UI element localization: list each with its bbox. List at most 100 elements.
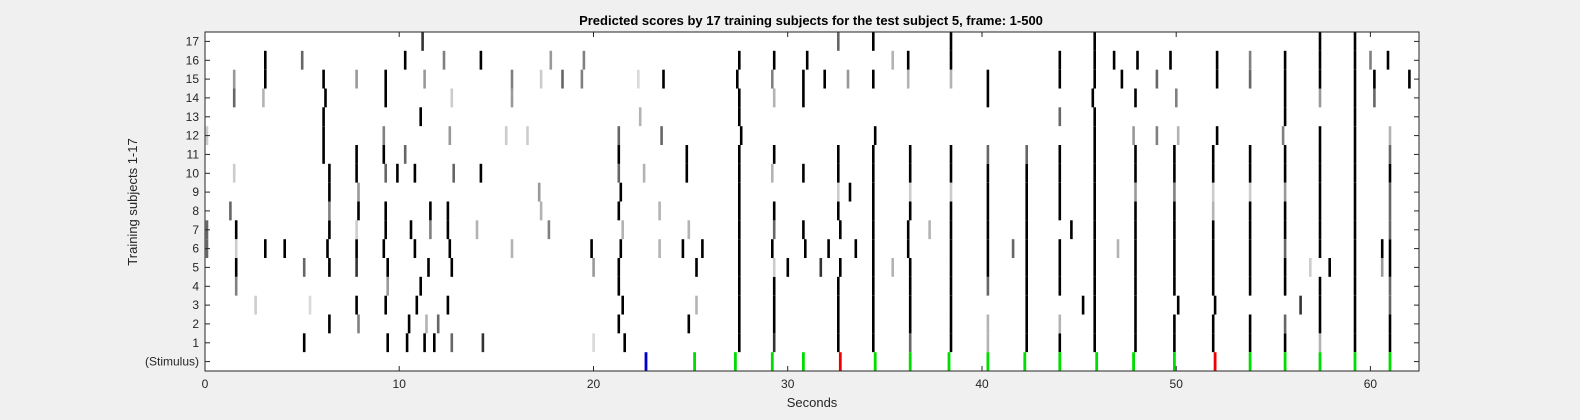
heatmap-cell: [1211, 314, 1215, 334]
heatmap-cell: [1093, 126, 1096, 146]
heatmap-cell: [407, 314, 411, 334]
heatmap-cell: [1058, 163, 1062, 183]
heatmap-cell: [1176, 126, 1180, 146]
heatmap-cell: [1318, 201, 1322, 221]
heatmap-cell: [1388, 276, 1392, 296]
y-tick-label: 17: [186, 34, 200, 48]
stimulus-marker: [770, 352, 774, 372]
heatmap-cell: [526, 126, 529, 146]
stimulus-marker: [1388, 352, 1392, 372]
heatmap-cell: [1025, 201, 1028, 221]
x-tick-label: 0: [202, 377, 209, 391]
heatmap-cell: [1283, 201, 1287, 221]
heatmap-cell: [1025, 295, 1028, 315]
heatmap-cell: [1353, 295, 1357, 315]
heatmap-cell: [908, 333, 912, 353]
heatmap-cell: [328, 258, 331, 277]
stimulus-marker: [1318, 352, 1322, 372]
heatmap-cell: [580, 69, 584, 89]
heatmap-cell: [837, 276, 840, 296]
heatmap-cell: [623, 333, 626, 353]
heatmap-cell: [479, 50, 483, 70]
heatmap-cell: [802, 69, 805, 89]
heatmap-cell: [1388, 333, 1392, 353]
heatmap-cell: [637, 69, 640, 89]
heatmap-cell: [1070, 220, 1073, 240]
heatmap-cell: [1093, 107, 1096, 127]
heatmap-cell: [1283, 182, 1287, 202]
heatmap-cell: [355, 163, 358, 183]
heatmap-cell: [837, 201, 840, 221]
heatmap-cell: [738, 276, 741, 296]
y-tick-label: 7: [192, 223, 199, 237]
heatmap-cell: [1134, 182, 1137, 202]
heatmap-cell: [986, 220, 990, 240]
heatmap-cell: [986, 258, 990, 277]
stimulus-marker: [644, 352, 648, 372]
heatmap-cell: [1155, 69, 1159, 89]
heatmap-cell: [1408, 69, 1411, 89]
heatmap-cell: [1081, 295, 1085, 315]
heatmap-cell: [1248, 258, 1252, 277]
heatmap-cell: [539, 201, 543, 221]
y-axis-label: Training subjects 1-17: [125, 138, 140, 265]
x-tick-label: 30: [781, 377, 795, 391]
heatmap-cell: [772, 145, 776, 164]
heatmap-cell: [949, 69, 953, 89]
heatmap-cell: [617, 258, 621, 277]
stimulus-marker: [1283, 352, 1287, 372]
heatmap-cell: [986, 276, 990, 296]
heatmap-cell: [872, 314, 875, 334]
heatmap-cell: [386, 276, 389, 296]
heatmap-cell: [736, 69, 739, 89]
heatmap-cell: [986, 69, 990, 89]
heatmap-cell: [384, 88, 387, 108]
heatmap-cell: [738, 163, 741, 183]
heatmap-cell: [1353, 88, 1357, 108]
heatmap-cell: [1215, 69, 1219, 89]
heatmap-cell: [846, 69, 850, 89]
heatmap-cell: [1011, 239, 1015, 259]
heatmap-cell: [772, 201, 776, 221]
heatmap-cell: [1353, 145, 1357, 164]
heatmap-cell: [738, 220, 741, 240]
heatmap-cell: [802, 163, 805, 183]
heatmap-cell: [322, 126, 325, 146]
heatmap-cell: [382, 145, 386, 164]
heatmap-cell: [1134, 258, 1137, 277]
heatmap-cell: [1134, 295, 1137, 315]
heatmap-cell: [1120, 69, 1124, 89]
heatmap-cell: [510, 88, 514, 108]
heatmap-cell: [660, 126, 663, 146]
x-tick-label: 50: [1170, 377, 1184, 391]
heatmap-cell: [1211, 163, 1215, 183]
heatmap-cell: [322, 145, 325, 164]
heatmap-cell: [1283, 276, 1287, 296]
heatmap-cell: [891, 258, 894, 277]
heatmap-cell: [328, 201, 331, 221]
heatmap-cell: [1353, 258, 1357, 277]
heatmap-cell: [403, 50, 407, 70]
heatmap-cell: [433, 333, 436, 353]
heatmap-cell: [1248, 276, 1252, 296]
heatmap-cell: [357, 182, 360, 202]
heatmap-cell: [1283, 333, 1287, 353]
heatmap-cell: [450, 333, 454, 353]
y-tick-label: 16: [186, 53, 200, 67]
heatmap-cell: [681, 239, 685, 259]
heatmap-cell: [1211, 145, 1215, 164]
heatmap-cell: [738, 50, 741, 70]
heatmap-cell: [1134, 145, 1137, 164]
heatmap-cell: [1058, 333, 1062, 353]
heatmap-cell: [738, 88, 741, 108]
heatmap-cell: [872, 163, 875, 183]
heatmap-cell: [1318, 314, 1322, 334]
heatmap-cell: [1353, 276, 1357, 296]
heatmap-cell: [906, 50, 910, 70]
heatmap-cell: [427, 258, 430, 277]
heatmap-cell: [617, 126, 621, 146]
heatmap-cell: [949, 32, 953, 51]
x-tick-label: 20: [587, 377, 601, 391]
heatmap-cell: [234, 220, 238, 240]
